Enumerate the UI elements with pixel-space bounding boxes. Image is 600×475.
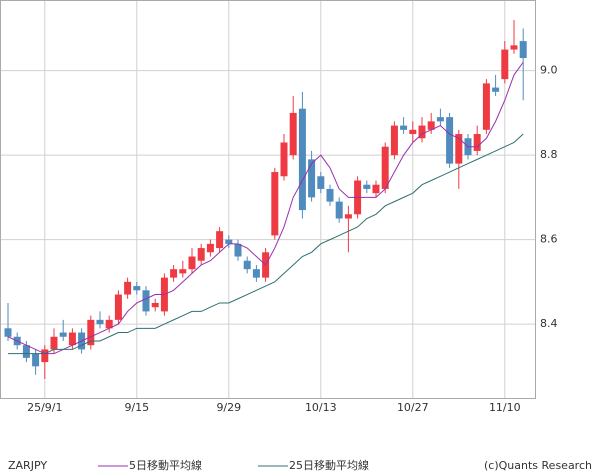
candle-body — [197, 248, 205, 261]
x-tick-label: 9/15 — [124, 401, 149, 414]
candle-body — [501, 49, 509, 80]
ma-line — [8, 133, 524, 355]
candle-body — [32, 353, 40, 367]
candle-body — [317, 176, 325, 189]
candle-body — [96, 319, 104, 325]
candle-body — [114, 294, 122, 320]
x-tick-label: 10/27 — [397, 401, 429, 414]
candle-body — [271, 172, 279, 236]
candle-body — [446, 117, 454, 164]
candle-body — [188, 256, 196, 270]
candle-body — [298, 108, 306, 211]
candle-body — [519, 41, 527, 59]
candle-body — [216, 231, 224, 249]
candle-body — [151, 302, 159, 308]
y-tick-label: 8.6 — [540, 233, 558, 246]
candle-body — [400, 125, 408, 130]
x-tick-label: 25/9/1 — [27, 401, 62, 414]
candle-body — [390, 125, 398, 156]
candle-body — [372, 184, 380, 194]
candle-body — [133, 286, 141, 291]
legend-label: 25日移動平均線 — [289, 458, 369, 472]
candle-body — [179, 269, 187, 274]
candle-body — [206, 243, 214, 253]
candle-body — [409, 129, 417, 135]
candle-body — [510, 45, 518, 50]
candle-body — [41, 349, 49, 363]
candle-body — [105, 319, 113, 329]
candle-body — [455, 134, 463, 164]
candle-body — [225, 239, 233, 244]
symbol: ZARJPY — [8, 459, 47, 472]
candle-body — [482, 83, 490, 130]
candle-body — [243, 260, 251, 270]
candle-body — [252, 269, 260, 278]
candle-body — [308, 159, 316, 198]
candle-body — [280, 142, 288, 177]
candle-body — [381, 146, 389, 189]
candle-body — [289, 112, 297, 156]
candle-body — [59, 332, 67, 337]
candle-body — [363, 184, 371, 189]
candle-body — [436, 117, 444, 122]
ma-line — [7, 61, 524, 355]
candle-body — [335, 201, 343, 219]
candle-body — [142, 290, 150, 312]
candle-body — [344, 214, 352, 219]
x-tick-label: 9/29 — [216, 401, 241, 414]
candle-body — [427, 121, 435, 130]
candle-body — [492, 87, 500, 92]
y-tick-label: 8.8 — [540, 148, 558, 161]
x-tick-label: 11/10 — [489, 401, 521, 414]
candle-body — [473, 134, 481, 151]
candle-body — [124, 281, 132, 295]
y-tick-label: 8.4 — [540, 317, 558, 330]
candle-body — [87, 319, 95, 346]
y-tick-label: 9.0 — [540, 64, 558, 77]
legend-label: 5日移動平均線 — [129, 458, 202, 472]
candle-body — [418, 125, 426, 139]
candle-body — [4, 328, 12, 337]
candle-body — [50, 336, 58, 350]
candle-body — [326, 188, 334, 202]
credit: (c)Quants Research — [484, 459, 592, 472]
candle-body — [170, 269, 178, 278]
candle-body — [22, 345, 30, 358]
x-tick-label: 10/13 — [305, 401, 337, 414]
candle-body — [234, 243, 242, 257]
candle-body — [68, 332, 76, 346]
